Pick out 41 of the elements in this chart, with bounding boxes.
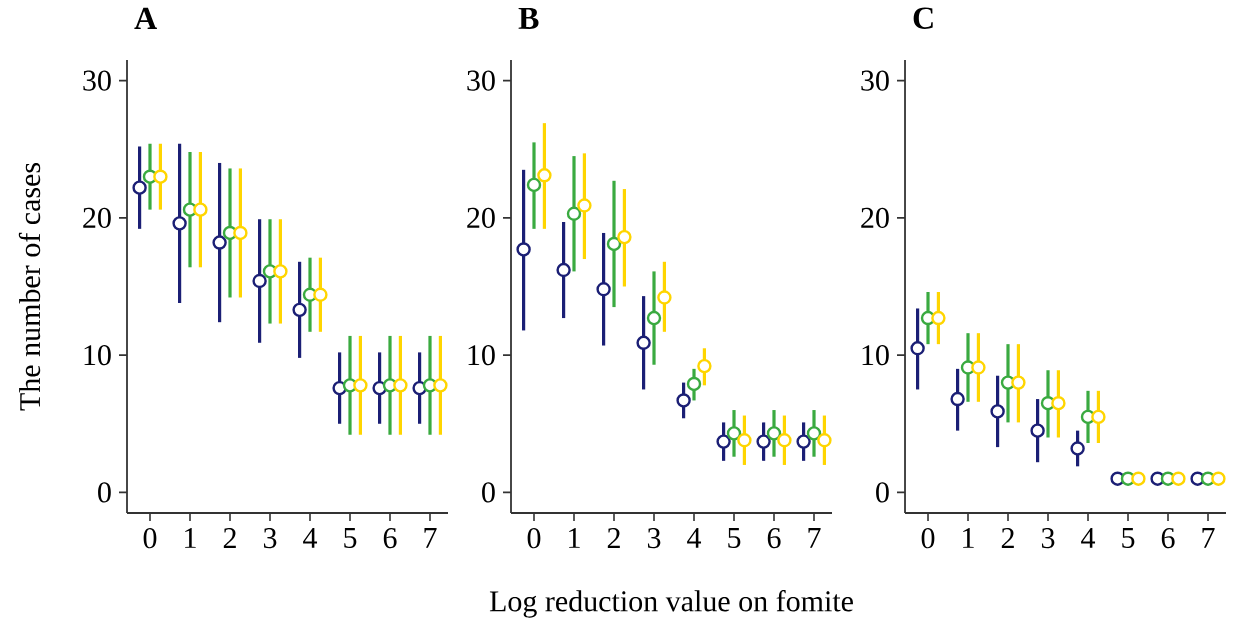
y-tick-label: 30 xyxy=(861,70,889,91)
x-tick-label: 1 xyxy=(185,528,196,548)
x-tick-label: 5 xyxy=(728,528,741,548)
x-tick-label: 6 xyxy=(383,528,397,549)
y-tick-label: 20 xyxy=(861,207,889,228)
x-tick-label: 4 xyxy=(1081,528,1096,548)
chart-title: A xyxy=(134,7,157,29)
y-tick-label: 20 xyxy=(83,207,111,228)
x-tick-label: 0 xyxy=(527,528,541,549)
y-axis-title: The number of cases xyxy=(18,163,41,411)
x-tick-label: 0 xyxy=(143,528,157,549)
x-tick-label: 5 xyxy=(1122,528,1135,548)
x-tick-label: 2 xyxy=(223,528,236,548)
x-tick-label: 7 xyxy=(424,528,437,548)
y-tick-label: 10 xyxy=(468,345,495,366)
x-tick-label: 0 xyxy=(921,528,935,549)
y-tick-label: 20 xyxy=(467,207,495,228)
x-tick-label: 3 xyxy=(647,528,661,549)
x-tick-label: 3 xyxy=(1041,528,1055,549)
chart-title: B xyxy=(518,7,539,29)
y-tick-label: 0 xyxy=(98,482,111,503)
chart-title: C xyxy=(913,7,933,29)
x-tick-label: 2 xyxy=(607,528,620,548)
y-tick-label: 10 xyxy=(84,345,111,366)
y-tick-label: 0 xyxy=(482,482,495,503)
x-tick-label: 3 xyxy=(263,528,277,549)
x-tick-label: 4 xyxy=(303,528,318,548)
x-tick-label: 7 xyxy=(1202,528,1215,548)
x-tick-label: 1 xyxy=(963,528,974,548)
x-tick-label: 4 xyxy=(687,528,702,548)
y-tick-label: 30 xyxy=(83,70,111,91)
x-axis-title: Log reduction value on fomite xyxy=(489,590,853,618)
x-tick-label: 7 xyxy=(808,528,821,548)
x-tick-label: 1 xyxy=(569,528,580,548)
x-tick-label: 6 xyxy=(767,528,781,549)
y-tick-label: 30 xyxy=(467,70,495,91)
x-tick-label: 5 xyxy=(344,528,357,548)
y-tick-label: 10 xyxy=(862,345,889,366)
y-tick-label: 0 xyxy=(876,482,889,503)
x-tick-label: 6 xyxy=(1161,528,1175,549)
x-tick-label: 2 xyxy=(1001,528,1014,548)
